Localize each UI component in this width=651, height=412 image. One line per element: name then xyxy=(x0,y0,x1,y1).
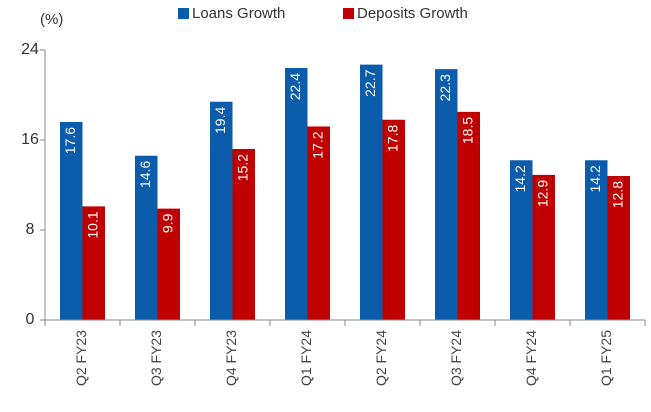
x-tick-label: Q3 FY24 xyxy=(448,330,464,386)
data-label: 15.2 xyxy=(234,154,250,181)
x-tick-label: Q3 FY23 xyxy=(148,330,164,386)
bar xyxy=(585,160,608,320)
bar xyxy=(307,126,330,320)
bar xyxy=(285,68,308,320)
bar xyxy=(60,122,83,320)
y-axis-unit: (%) xyxy=(40,11,63,28)
bar xyxy=(607,176,630,320)
data-label: 22.7 xyxy=(362,69,378,96)
x-tick-label: Q2 FY24 xyxy=(373,330,389,386)
legend-swatch xyxy=(178,8,189,19)
bar xyxy=(457,111,480,320)
bar xyxy=(435,69,458,320)
y-tick-label: 24 xyxy=(21,41,39,58)
data-label: 12.8 xyxy=(609,181,625,208)
data-label: 17.8 xyxy=(384,125,400,152)
x-tick-label: Q2 FY23 xyxy=(73,330,89,386)
bar xyxy=(82,206,105,320)
data-label: 14.6 xyxy=(137,161,153,188)
bar xyxy=(510,160,533,320)
bar xyxy=(157,208,180,320)
data-label: 17.6 xyxy=(62,127,78,154)
legend-swatch xyxy=(343,8,354,19)
y-tick-label: 8 xyxy=(26,221,35,238)
data-label: 10.1 xyxy=(84,211,100,238)
data-label: 22.4 xyxy=(287,73,303,100)
legend-label: Loans Growth xyxy=(192,5,285,22)
data-label: 14.2 xyxy=(587,165,603,192)
bar xyxy=(532,174,555,320)
data-label: 19.4 xyxy=(212,107,228,134)
data-label: 9.9 xyxy=(159,213,175,233)
bar xyxy=(135,155,158,320)
bar xyxy=(360,64,383,320)
legend-label: Deposits Growth xyxy=(357,5,468,22)
data-label: 12.9 xyxy=(534,180,550,207)
data-label: 22.3 xyxy=(437,74,453,101)
x-tick-label: Q4 FY23 xyxy=(223,330,239,386)
x-tick-label: Q1 FY24 xyxy=(298,330,314,386)
data-label: 14.2 xyxy=(512,165,528,192)
bar xyxy=(232,149,255,320)
bar xyxy=(382,119,405,320)
data-label: 17.2 xyxy=(309,131,325,158)
y-tick-label: 0 xyxy=(26,311,35,328)
y-tick-label: 16 xyxy=(21,131,39,148)
x-tick-label: Q1 FY25 xyxy=(598,330,614,386)
data-label: 18.5 xyxy=(459,117,475,144)
bar xyxy=(210,101,233,320)
x-tick-label: Q4 FY24 xyxy=(523,330,539,386)
